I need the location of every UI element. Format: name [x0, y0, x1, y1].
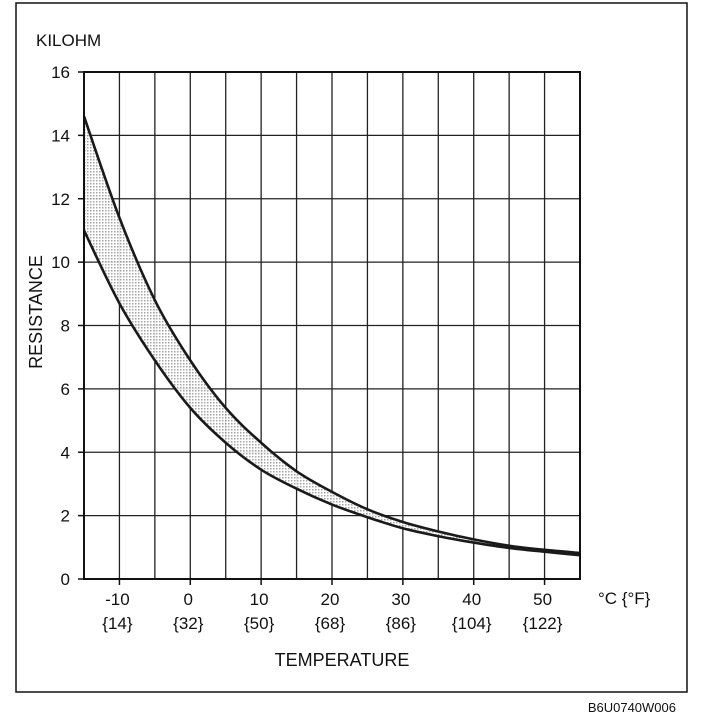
figure-code: B6U0740W006 — [588, 700, 676, 715]
x-tick-label-celsius: 0 — [184, 590, 193, 609]
y-tick-label: 2 — [61, 507, 70, 526]
outer-border — [15, 2, 688, 693]
x-tick-label-fahrenheit: {104} — [452, 614, 492, 633]
series-line-upper — [82, 115, 581, 555]
x-tick-label-fahrenheit: {32} — [173, 614, 204, 633]
y-tick-label: 14 — [51, 126, 70, 145]
y-axis-title: RESISTANCE — [26, 255, 46, 369]
y-tick-label: 8 — [61, 317, 70, 336]
y-tick-label: 0 — [61, 570, 70, 589]
x-tick-label-fahrenheit: {50} — [244, 614, 275, 633]
x-tick-label-fahrenheit: {86} — [386, 614, 417, 633]
y-unit-label: KILOHM — [36, 31, 101, 50]
y-tick-label: 6 — [61, 380, 70, 399]
y-tick-label: 10 — [51, 253, 70, 272]
x-tick-label-fahrenheit: {68} — [315, 614, 346, 633]
x-tick-label-fahrenheit: {122} — [523, 614, 563, 633]
x-unit-label: °C {°F} — [598, 589, 651, 608]
grid — [84, 72, 580, 579]
x-tick-label-fahrenheit: {14} — [102, 614, 133, 633]
y-tick-label: 12 — [51, 190, 70, 209]
x-axis-title: TEMPERATURE — [275, 650, 410, 670]
x-tick-label-celsius: -10 — [105, 590, 130, 609]
y-tick-label: 4 — [61, 443, 70, 462]
x-tick-label-celsius: 50 — [533, 590, 552, 609]
series-line-lower — [82, 229, 581, 557]
x-tick-label-celsius: 10 — [250, 590, 269, 609]
x-tick-label-celsius: 30 — [391, 590, 410, 609]
x-tick-label-celsius: 40 — [462, 590, 481, 609]
y-tick-labels: 0 2 4 6 8 10 12 14 16 — [51, 63, 84, 589]
x-tick-label-celsius: 20 — [321, 590, 340, 609]
series-lines — [82, 115, 581, 557]
y-tick-label: 16 — [51, 63, 70, 82]
x-tick-labels: -10 {14} 0 {32} 10 {50} 20 {68} 30 {86} 40 {104} 50 {… — [102, 579, 563, 633]
